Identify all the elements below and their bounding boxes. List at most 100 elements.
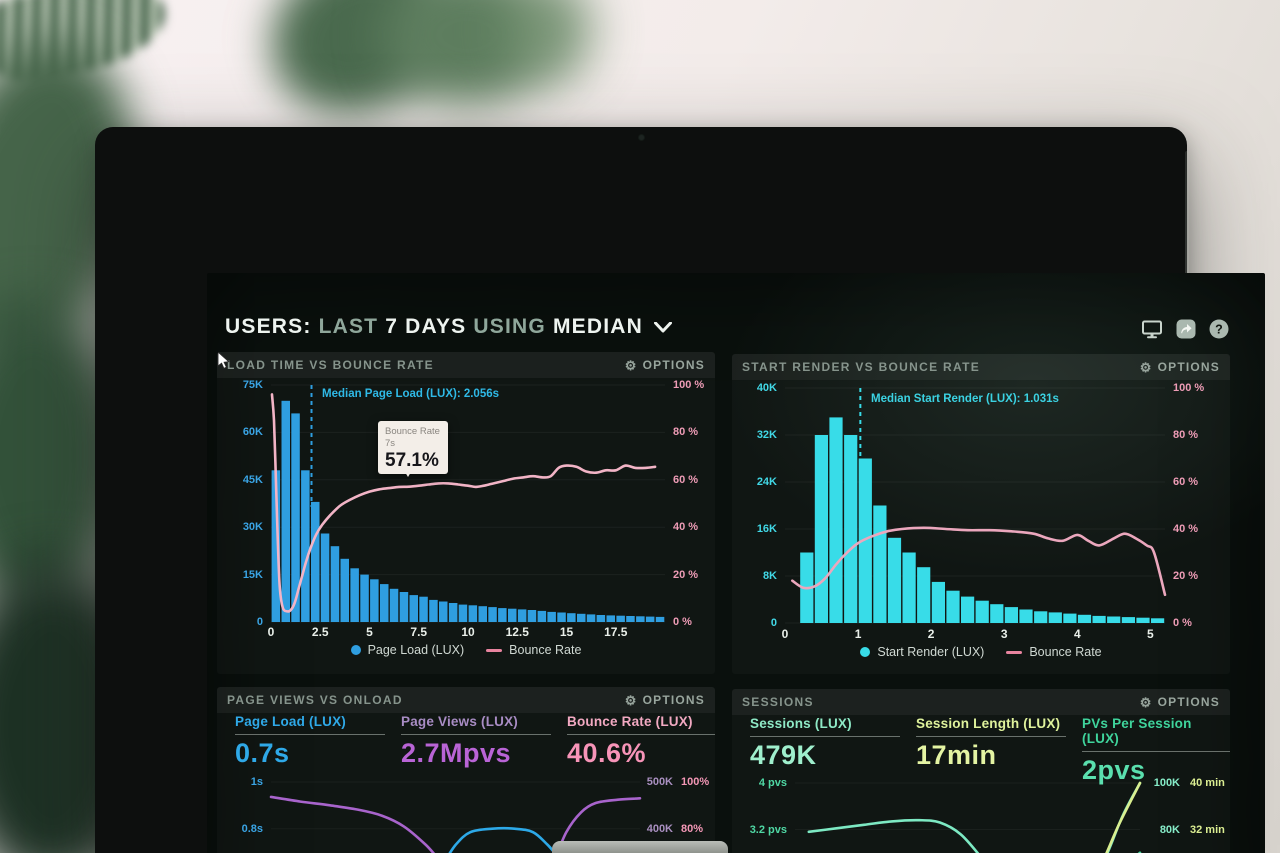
y-axis-tick: 1s	[250, 776, 263, 788]
webcam	[639, 135, 644, 140]
panel-title: PAGE VIEWS VS ONLOAD	[227, 693, 403, 707]
x-axis-tick: 7.5	[410, 625, 428, 639]
y-axis-tick: 20 %	[1173, 570, 1199, 582]
y-axis-tick: 500K	[646, 776, 673, 788]
y-axis-tick: 30K	[242, 521, 263, 534]
start-render-chart[interactable]: Median Start Render (LUX): 1.031s 40K 100…	[732, 354, 1230, 674]
y-axis-tick: 0.8s	[241, 822, 263, 835]
bl-plot	[269, 781, 642, 853]
y-axis-tick: 4 pvs	[758, 777, 787, 789]
metric-value: 2.7Mpvs	[401, 738, 512, 768]
metric-underline	[235, 734, 385, 735]
panel-load-time-vs-bounce-rate: LOAD TIME VS BOUNCE RATE ⚙ OPTIONS Media…	[217, 352, 715, 674]
tooltip-subtitle: 7s	[385, 438, 396, 449]
share-icon[interactable]	[1176, 319, 1196, 339]
y-axis-tick: 80%	[681, 822, 704, 835]
metric-value: 2pvs	[1082, 755, 1146, 785]
y-axis-tick: 0 %	[673, 616, 692, 628]
options-button[interactable]: ⚙ OPTIONS	[1140, 695, 1220, 709]
options-label: OPTIONS	[642, 358, 705, 372]
svg-text:?: ?	[1215, 322, 1223, 336]
date-range-dropdown[interactable]: USERS: LAST 7 DAYS USING MEDIAN	[225, 311, 673, 343]
page-views-chart[interactable]: 1s500K100%0.8s400K80%0.6s300K60%0.4s200K…	[217, 687, 715, 853]
line-swatch	[486, 648, 503, 652]
laptop: USERS: LAST 7 DAYS USING MEDIAN ?	[95, 127, 1265, 853]
title-part: USING	[466, 315, 546, 338]
leaf-top-right	[500, 0, 595, 85]
y-axis-tick: 100 %	[1173, 382, 1205, 394]
metric-value: 40.6%	[567, 738, 647, 768]
panel-title: SESSIONS	[742, 695, 814, 709]
y-axis-tick: 80 %	[1173, 429, 1199, 441]
title-part: 7 DAYS	[378, 315, 467, 338]
gear-icon: ⚙	[1139, 694, 1153, 710]
x-axis-tick: 2	[927, 627, 935, 641]
panel-header: SESSIONS ⚙ OPTIONS	[732, 689, 1230, 715]
header-toolbar: ?	[1141, 319, 1229, 339]
legend-item[interactable]: Bounce Rate	[486, 643, 581, 657]
y-axis-tick: 40 %	[673, 521, 699, 534]
metric-underline	[401, 734, 551, 735]
panel-header: START RENDER VS BOUNCE RATE ⚙ OPTIONS	[732, 354, 1230, 380]
y-axis-tick: 40 %	[1173, 523, 1199, 535]
y-axis-tick: 40 min	[1190, 777, 1225, 789]
help-icon[interactable]: ?	[1209, 319, 1229, 339]
y-axis-tick: 75K	[242, 379, 263, 391]
options-button[interactable]: ⚙ OPTIONS	[1140, 360, 1220, 374]
metric-value: 479K	[750, 740, 817, 770]
panel-sessions: SESSIONS ⚙ OPTIONS Sessions (LUX) 479K Ses…	[732, 689, 1230, 853]
panel-page-views-vs-onload: PAGE VIEWS VS ONLOAD ⚙ OPTIONS Page Load…	[217, 687, 715, 853]
y-axis-tick: 0	[256, 616, 263, 628]
metric-underline	[750, 736, 900, 737]
metric-value: 17min	[916, 740, 997, 770]
chevron-down-icon	[654, 321, 673, 332]
y-axis-tick: 100%	[681, 776, 710, 788]
metric-label: Page Load (LUX)	[235, 714, 347, 729]
metric-card: Session Length (LUX) 17min	[916, 716, 1066, 771]
legend-label: Bounce Rate	[509, 643, 582, 657]
title-part: LAST	[311, 315, 379, 338]
y-axis-tick: 32K	[756, 429, 777, 441]
y-axis-tick: 15K	[242, 568, 263, 581]
page-title: USERS: LAST 7 DAYS USING MEDIAN	[225, 315, 643, 339]
options-button[interactable]: ⚙ OPTIONS	[625, 358, 705, 372]
y-axis-tick: 0	[770, 617, 777, 629]
metric-card: Sessions (LUX) 479K	[750, 716, 900, 771]
legend-item[interactable]: Page Load (LUX)	[350, 643, 464, 657]
x-axis-tick: 0	[267, 625, 275, 639]
y-axis-tick: 45K	[242, 473, 263, 486]
monitor-icon[interactable]	[1141, 319, 1163, 339]
line-swatch	[1006, 650, 1023, 654]
options-button[interactable]: ⚙ OPTIONS	[625, 693, 705, 707]
panel-title: START RENDER VS BOUNCE RATE	[742, 360, 980, 374]
metric-card: Page Views (LUX) 2.7Mpvs	[401, 714, 551, 769]
metric-label: Bounce Rate (LUX)	[567, 714, 693, 729]
title-part: USERS:	[225, 315, 312, 338]
x-axis-tick: 1	[854, 627, 862, 641]
legend-item[interactable]: Start Render (LUX)	[860, 645, 984, 659]
y-axis-tick: 60K	[242, 426, 263, 439]
metric-label: Sessions (LUX)	[750, 716, 852, 731]
title-part: MEDIAN	[545, 315, 644, 338]
x-axis-tick: 2.5	[311, 625, 329, 639]
panel-title: LOAD TIME VS BOUNCE RATE	[227, 358, 434, 372]
x-axis-tick: 5	[366, 625, 373, 639]
panel-start-render-vs-bounce-rate: START RENDER VS BOUNCE RATE ⚙ OPTIONS Me…	[732, 354, 1230, 674]
chart-legend: Page Load (LUX) Bounce Rate	[217, 643, 715, 657]
x-axis-tick: 0	[781, 627, 789, 641]
y-axis-tick: 32 min	[1190, 823, 1225, 836]
y-axis-tick: 0 %	[1173, 617, 1192, 629]
y-axis-tick: 80 %	[673, 426, 699, 439]
metric-label: PVs Per Session (LUX)	[1082, 716, 1192, 746]
legend-label: Start Render (LUX)	[877, 645, 985, 659]
metric-cards: Page Load (LUX) 0.7s Page Views (LUX) 2.7Mp…	[217, 714, 715, 776]
metric-underline	[567, 734, 715, 735]
load-time-chart[interactable]: Median Page Load (LUX): 2.056s Bounce Ra…	[217, 352, 715, 674]
x-axis-tick: 17.5	[604, 625, 628, 639]
laptop-hinge	[552, 841, 728, 853]
y-axis-tick: 8K	[762, 570, 777, 582]
legend-item[interactable]: Bounce Rate	[1006, 645, 1102, 659]
panel-header: LOAD TIME VS BOUNCE RATE ⚙ OPTIONS	[217, 352, 715, 378]
